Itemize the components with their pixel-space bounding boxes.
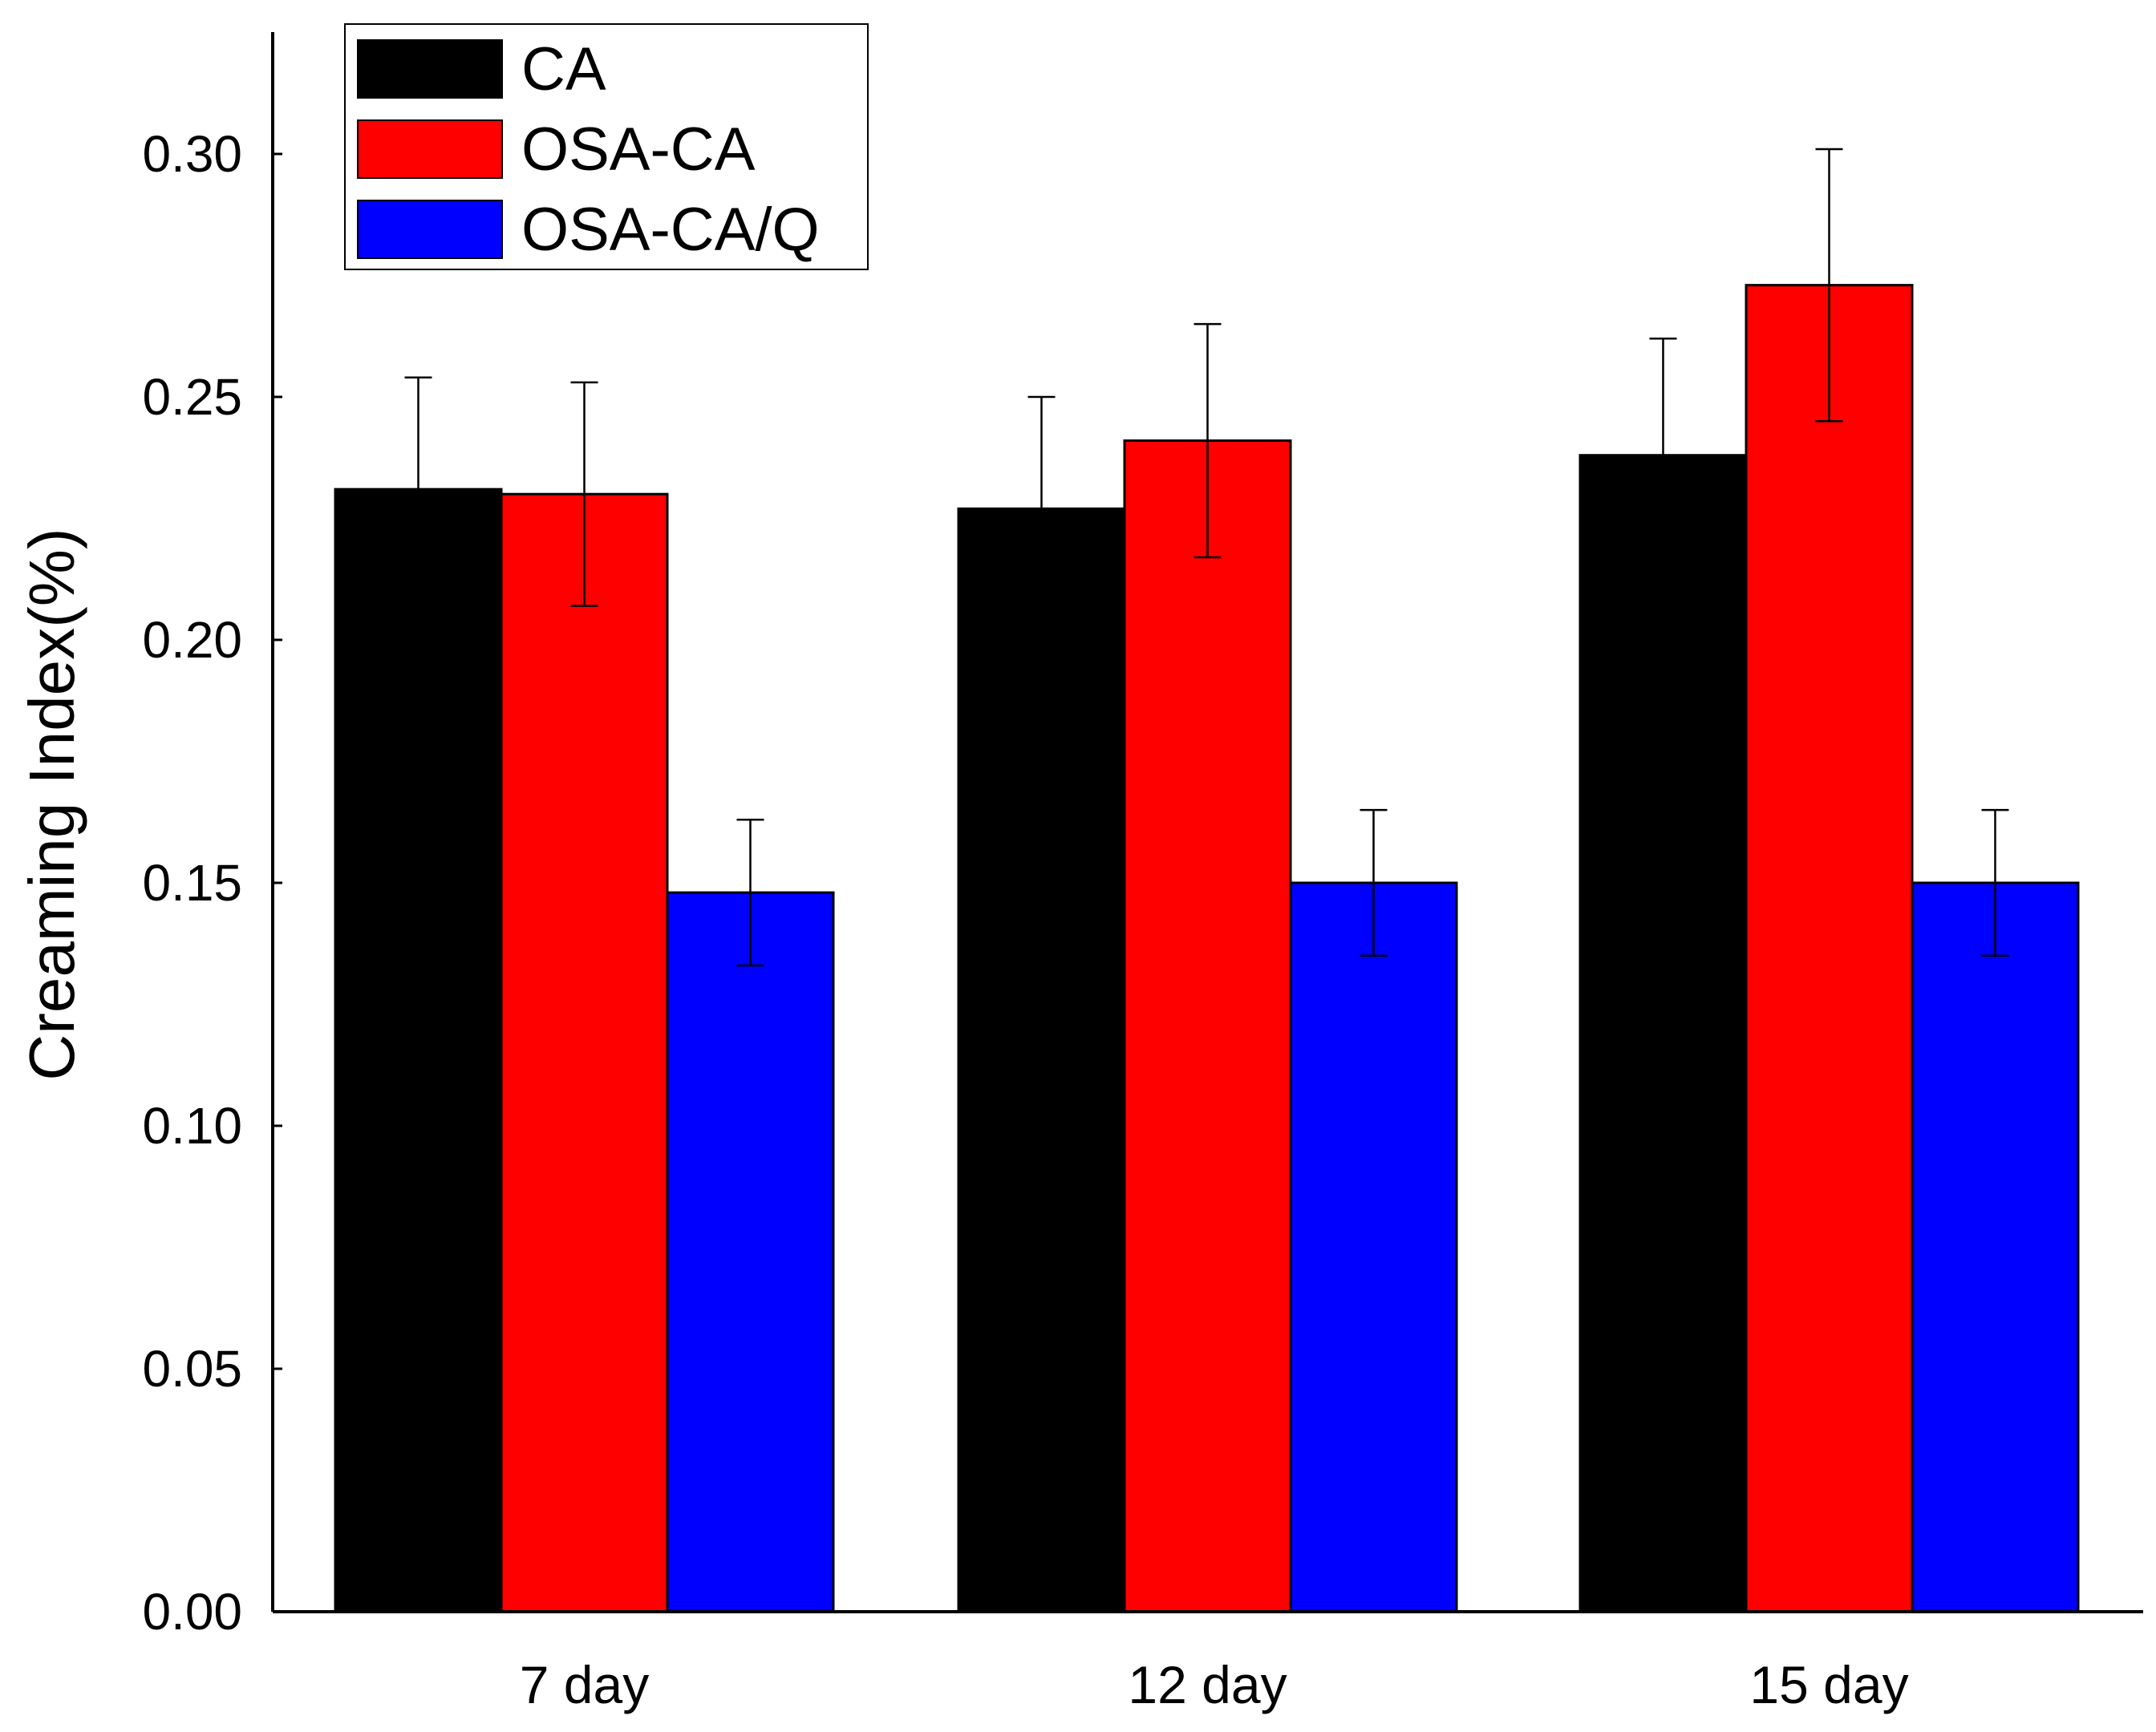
error-bar-osa-ca-7-day — [570, 381, 598, 607]
error-bar-ca-12-day — [1027, 395, 1056, 622]
x-category-label: 7 day — [520, 1655, 649, 1714]
bar-osa-ca-q-7-day — [666, 891, 835, 1613]
bar-osa-ca-15-day — [1745, 284, 1914, 1613]
error-bar-osa-ca-12-day — [1194, 322, 1222, 559]
legend-swatch-osa-ca-q — [357, 200, 503, 259]
y-tick-label: 0.00 — [142, 1583, 242, 1641]
y-ticks-layer: 0.00 0.05 0.10 0.15 0.20 0.25 0.30 — [142, 125, 282, 1641]
bar-ca-7-day — [334, 488, 503, 1613]
legend-swatch-osa-ca — [357, 119, 503, 179]
y-axis-title: Creaming Index(%) — [16, 528, 87, 1080]
error-bars-layer — [404, 148, 2009, 967]
legend-label: OSA-CA — [521, 115, 756, 184]
bars-layer — [334, 284, 2080, 1613]
bar-osa-ca-q-12-day — [1289, 881, 1458, 1613]
x-category-label: 12 day — [1128, 1655, 1287, 1714]
axes-layer — [271, 32, 2143, 1613]
error-bar-ca-7-day — [404, 376, 432, 602]
legend-label: OSA-CA/Q — [521, 196, 820, 264]
bar-ca-15-day — [1578, 454, 1748, 1613]
y-tick-label: 0.15 — [142, 854, 242, 912]
y-tick-label: 0.25 — [142, 368, 242, 426]
error-bar-osa-ca-15-day — [1815, 148, 1843, 423]
x-labels-layer: 7 day 12 day 15 day — [520, 1655, 1909, 1714]
bar-osa-ca-12-day — [1123, 439, 1292, 1613]
legend: CA OSA-CA OSA-CA/Q — [344, 23, 869, 270]
bar-osa-ca-7-day — [500, 492, 669, 1613]
y-tick-label: 0.30 — [142, 125, 242, 183]
error-bar-osa-ca-q-12-day — [1360, 808, 1388, 957]
y-tick-label: 0.20 — [142, 611, 242, 669]
bar-ca-12-day — [957, 507, 1126, 1613]
error-bar-ca-15-day — [1649, 338, 1677, 573]
error-bar-osa-ca-q-15-day — [1981, 808, 2009, 957]
legend-label: CA — [521, 35, 606, 103]
y-tick-label: 0.05 — [142, 1340, 242, 1398]
bar-osa-ca-q-15-day — [1911, 881, 2080, 1613]
y-tick-label: 0.10 — [142, 1097, 242, 1155]
x-category-label: 15 day — [1749, 1655, 1908, 1714]
legend-swatch-ca — [357, 39, 503, 99]
error-bar-osa-ca-q-7-day — [736, 818, 764, 967]
